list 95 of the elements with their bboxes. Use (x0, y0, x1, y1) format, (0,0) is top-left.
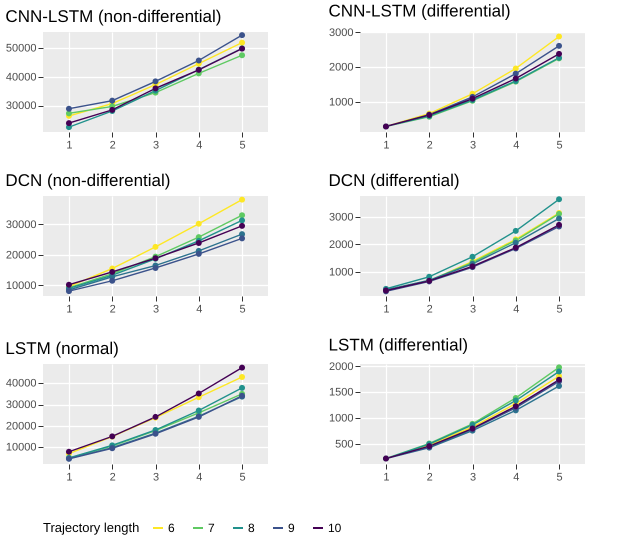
y-tick-label: 1000 (329, 412, 354, 425)
x-tick-label: 3 (152, 472, 160, 484)
x-tick-label: 4 (513, 472, 520, 484)
y-tick-label: 50000 (6, 42, 36, 55)
x-tick-label: 1 (66, 472, 73, 484)
x-tick-label: 4 (196, 304, 202, 316)
point (196, 220, 202, 227)
x-tick-label: 2 (426, 472, 433, 484)
point (239, 40, 246, 46)
point (239, 212, 246, 218)
x-tick-label: 3 (470, 304, 476, 316)
point (196, 57, 202, 64)
point (512, 398, 519, 404)
point (239, 384, 246, 391)
point (109, 278, 116, 284)
point (239, 235, 246, 242)
chart-title: DCN (non-differential) (5, 171, 170, 190)
x-tick-label: 1 (66, 304, 73, 316)
chart-title: DCN (differential) (328, 171, 460, 190)
x-tick-label: 2 (110, 140, 116, 152)
point (196, 390, 202, 396)
point (470, 254, 476, 260)
x-tick-label: 3 (152, 140, 160, 152)
point (152, 78, 158, 84)
x-tick-label: 5 (556, 472, 563, 484)
x-tick-label: 5 (239, 472, 246, 484)
point (239, 32, 246, 38)
y-tick-label: 10000 (6, 280, 36, 292)
y-tick-label: 1000 (329, 266, 354, 278)
point (152, 244, 158, 250)
y-tick-label: 20000 (6, 420, 36, 432)
point (512, 228, 519, 234)
x-tick-label: 1 (383, 304, 390, 316)
x-tick-label: 3 (470, 472, 476, 484)
point (512, 65, 519, 72)
x-tick-label: 1 (66, 140, 73, 152)
y-tick-label: 500 (335, 438, 354, 451)
point (239, 374, 246, 380)
point (152, 85, 158, 92)
point (239, 222, 246, 229)
legend-label: 9 (288, 521, 295, 535)
legend-label: 10 (328, 521, 342, 535)
point (556, 368, 562, 375)
point (109, 98, 116, 104)
x-tick-label: 3 (470, 140, 476, 152)
chart-title: CNN-LSTM (non-differential) (5, 7, 222, 26)
point (239, 52, 246, 58)
point (196, 250, 202, 257)
point (556, 216, 562, 222)
y-tick-label: 2000 (329, 360, 354, 373)
y-tick-label: 10000 (6, 442, 36, 454)
y-tick-label: 30000 (6, 100, 36, 112)
x-tick-label: 4 (513, 140, 520, 152)
x-tick-label: 4 (196, 472, 202, 484)
legend-label: 6 (168, 521, 175, 535)
point (556, 50, 562, 57)
x-tick-label: 4 (513, 304, 520, 316)
x-tick-label: 5 (239, 304, 246, 316)
x-tick-label: 1 (383, 140, 390, 152)
point (239, 217, 246, 224)
y-tick-label: 40000 (6, 71, 36, 84)
chart-title: CNN-LSTM (differential) (328, 1, 511, 20)
chart-title: LSTM (differential) (328, 335, 468, 354)
point (66, 106, 72, 112)
point (152, 264, 158, 271)
point (556, 34, 562, 40)
y-tick-label: 1000 (329, 96, 354, 108)
x-tick-label: 5 (556, 140, 563, 152)
x-tick-label: 5 (556, 304, 563, 316)
x-tick-label: 2 (110, 472, 116, 484)
x-tick-label: 5 (239, 140, 246, 152)
y-tick-label: 40000 (6, 378, 36, 390)
x-tick-label: 2 (426, 304, 433, 316)
x-tick-label: 2 (426, 140, 433, 152)
point (556, 42, 562, 49)
x-tick-label: 2 (110, 304, 116, 316)
y-tick-label: 2000 (329, 62, 354, 74)
y-tick-label: 1500 (329, 386, 354, 399)
x-tick-label: 4 (196, 140, 202, 152)
y-tick-label: 20000 (6, 249, 36, 262)
y-tick-label: 30000 (6, 399, 36, 412)
point (239, 196, 246, 203)
y-tick-label: 30000 (6, 218, 36, 231)
legend-label: 8 (248, 521, 255, 535)
y-tick-label: 3000 (329, 211, 354, 224)
legend-title: Trajectory length (43, 520, 140, 535)
chart-title: LSTM (normal) (5, 339, 119, 358)
x-tick-label: 1 (383, 472, 390, 484)
point (66, 120, 72, 126)
x-tick-label: 3 (152, 304, 160, 316)
point (556, 196, 562, 202)
legend-label: 7 (208, 521, 215, 535)
point (239, 364, 246, 371)
y-tick-label: 3000 (329, 26, 354, 39)
y-tick-label: 2000 (329, 238, 354, 251)
